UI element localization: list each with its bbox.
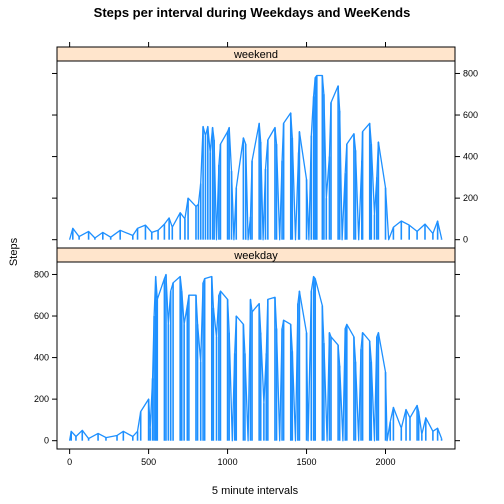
panel-strip-label-weekday: weekday bbox=[233, 250, 278, 262]
y-tick-label-weekday-0: 0 bbox=[44, 436, 49, 446]
y-tick-label-weekend-0: 0 bbox=[463, 235, 468, 245]
panel-frame-weekend bbox=[56, 60, 456, 249]
x-tick-label-2: 1000 bbox=[218, 457, 238, 467]
y-tick-label-weekend-4: 800 bbox=[463, 68, 478, 78]
y-tick-label-weekday-1: 200 bbox=[34, 394, 49, 404]
y-tick-label-weekday-3: 600 bbox=[34, 311, 49, 321]
y-axis-label: Steps bbox=[8, 237, 20, 266]
panels-group: weekend 0 200 400 600 800 weekday 0 200 400 600 800… bbox=[34, 42, 478, 467]
y-tick-label-weekend-2: 400 bbox=[463, 152, 478, 162]
x-tick-label-4: 2000 bbox=[375, 457, 395, 467]
y-tick-label-weekday-2: 400 bbox=[34, 353, 49, 363]
panel-frame-weekday bbox=[56, 261, 456, 450]
panel-strip-label-weekend: weekend bbox=[233, 49, 278, 61]
x-tick-label-0: 0 bbox=[67, 457, 72, 467]
x-tick-label-1: 500 bbox=[141, 457, 156, 467]
y-tick-label-weekend-1: 200 bbox=[463, 193, 478, 203]
y-tick-label-weekend-3: 600 bbox=[463, 110, 478, 120]
chart-title: Steps per interval during Weekdays and W… bbox=[94, 5, 411, 20]
x-tick-label-3: 1500 bbox=[297, 457, 317, 467]
y-tick-label-weekday-4: 800 bbox=[34, 269, 49, 279]
x-axis-label: 5 minute intervals bbox=[212, 485, 299, 497]
